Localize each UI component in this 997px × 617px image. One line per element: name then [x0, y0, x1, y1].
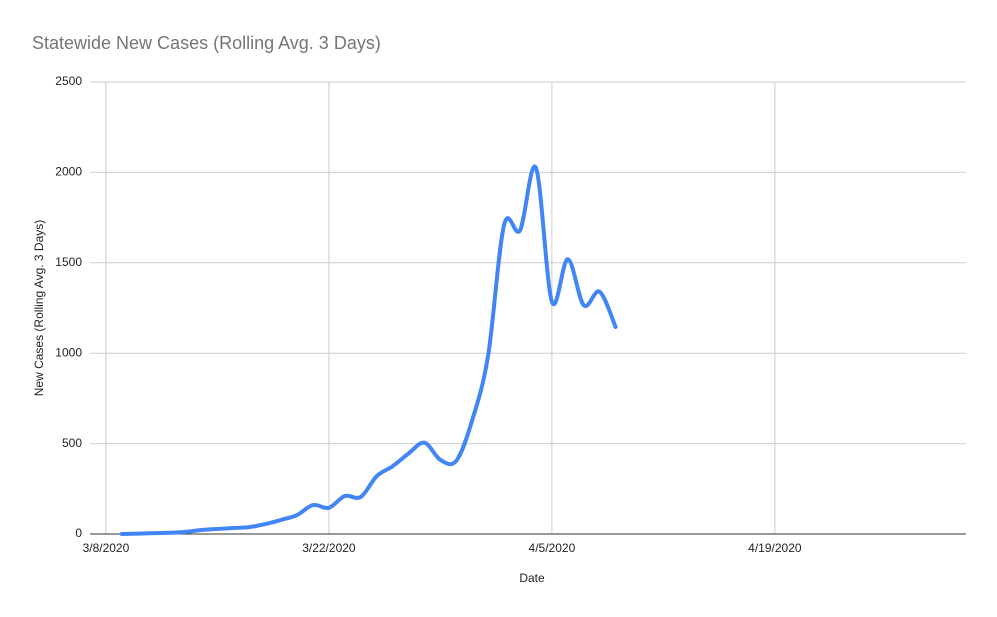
x-tick-label: 4/5/2020 — [529, 541, 576, 555]
y-tick-label: 2500 — [55, 74, 82, 88]
x-tick-label: 3/8/2020 — [83, 541, 130, 555]
x-tick-label: 3/22/2020 — [302, 541, 356, 555]
y-tick-label: 0 — [75, 526, 82, 540]
x-tick-label: 4/19/2020 — [748, 541, 802, 555]
data-line — [119, 164, 618, 536]
x-axis-label: Date — [519, 571, 545, 585]
y-axis-label: New Cases (Rolling Avg. 3 Days) — [32, 220, 46, 397]
y-tick-label: 1500 — [55, 255, 82, 269]
chart-title: Statewide New Cases (Rolling Avg. 3 Days… — [32, 33, 381, 53]
y-tick-label: 2000 — [55, 165, 82, 179]
y-tick-label: 500 — [62, 436, 82, 450]
y-tick-label: 1000 — [55, 345, 82, 359]
